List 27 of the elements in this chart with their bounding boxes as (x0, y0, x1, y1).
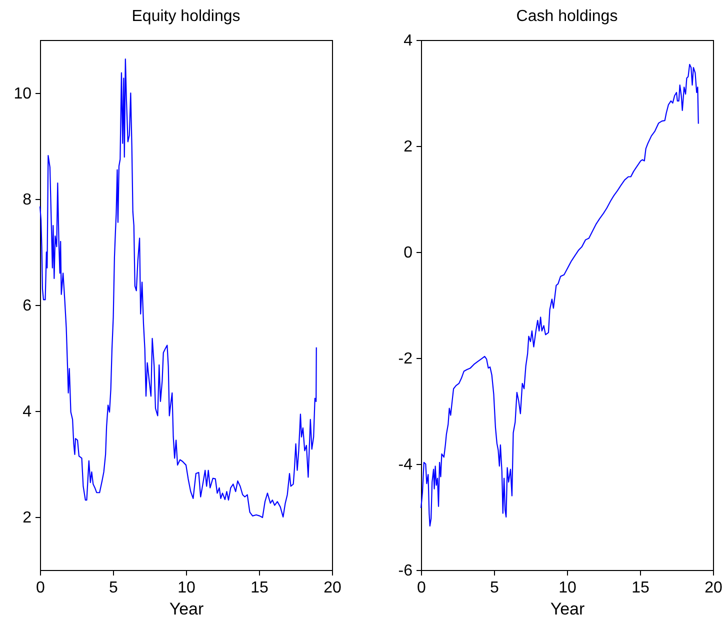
x-axis-title: Year (169, 600, 204, 618)
x-tick-label: 15 (250, 580, 268, 596)
x-tick-label: 10 (558, 580, 576, 596)
line-series (39, 58, 317, 518)
y-tick-label: 8 (22, 192, 32, 208)
x-tick-label: 10 (178, 580, 196, 596)
x-tick-label: 0 (36, 580, 46, 596)
y-tick-label: 2 (22, 510, 32, 526)
y-tick-label: -4 (398, 456, 413, 474)
chart-title: Equity holdings (132, 8, 240, 25)
y-tick-label: 4 (22, 404, 32, 420)
y-tick-label: 6 (22, 298, 32, 314)
y-tick-label: -6 (398, 562, 413, 580)
x-tick-label: 5 (490, 580, 500, 596)
y-tick-label: 2 (404, 138, 413, 156)
x-tick-label: 15 (632, 580, 650, 596)
x-tick-label: 5 (109, 580, 118, 596)
chart-title: Cash holdings (516, 8, 618, 25)
y-tick-label: 0 (404, 244, 413, 262)
line-series (420, 64, 699, 527)
x-tick-label: 20 (324, 580, 342, 596)
y-tick-label: -2 (398, 350, 413, 368)
y-tick-label: 4 (404, 32, 413, 50)
x-axis-title: Year (550, 600, 586, 618)
x-tick-label: 0 (417, 580, 426, 596)
x-tick-label: 20 (704, 580, 722, 596)
y-tick-label: 10 (14, 86, 32, 102)
